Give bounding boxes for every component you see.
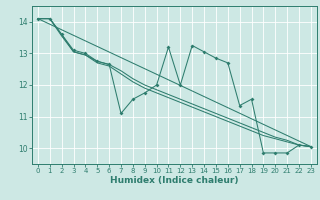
X-axis label: Humidex (Indice chaleur): Humidex (Indice chaleur) xyxy=(110,176,239,185)
